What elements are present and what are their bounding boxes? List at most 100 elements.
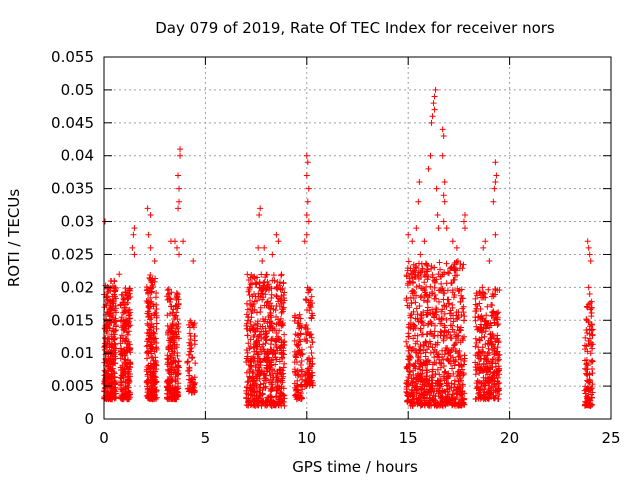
data-point — [147, 368, 154, 375]
data-point — [455, 337, 462, 344]
data-point — [108, 367, 115, 374]
data-point — [405, 231, 412, 238]
data-point — [482, 379, 489, 386]
data-point — [244, 384, 251, 391]
data-point — [439, 306, 446, 313]
data-point — [185, 358, 192, 365]
data-point — [453, 331, 460, 338]
data-point — [296, 336, 303, 343]
data-point — [434, 380, 441, 387]
data-point — [490, 198, 497, 205]
data-point — [438, 393, 445, 400]
data-point — [165, 384, 172, 391]
data-point — [291, 317, 298, 324]
data-point — [586, 376, 593, 383]
data-point — [441, 310, 448, 317]
data-point — [449, 238, 456, 245]
data-point — [264, 365, 271, 372]
data-point — [257, 309, 264, 316]
data-point — [253, 340, 260, 347]
x-tick-label: 15 — [399, 429, 418, 447]
data-point — [440, 363, 447, 370]
data-point — [256, 211, 263, 218]
data-point — [118, 345, 125, 352]
data-point — [428, 119, 435, 126]
data-point — [258, 343, 265, 350]
data-point — [280, 306, 287, 313]
data-point — [486, 258, 493, 265]
data-point — [585, 284, 592, 291]
data-point — [164, 312, 171, 319]
data-point — [111, 287, 118, 294]
data-point — [492, 159, 499, 166]
data-point — [411, 345, 418, 352]
data-point — [104, 289, 111, 296]
data-point — [150, 364, 157, 371]
data-point — [439, 389, 446, 396]
y-tick-label: 0.035 — [51, 180, 94, 198]
data-point — [294, 371, 301, 378]
data-point — [437, 381, 444, 388]
data-point — [417, 356, 424, 363]
data-point — [274, 387, 281, 394]
data-point — [588, 401, 595, 408]
data-point — [112, 379, 119, 386]
data-point — [189, 375, 196, 382]
data-point — [411, 363, 418, 370]
data-point — [439, 152, 446, 159]
data-point — [102, 351, 109, 358]
data-point — [268, 314, 275, 321]
data-point — [268, 381, 275, 388]
data-point — [588, 305, 595, 312]
data-point — [297, 338, 304, 345]
data-point — [308, 315, 315, 322]
data-point — [188, 345, 195, 352]
data-point — [447, 331, 454, 338]
data-point — [291, 337, 298, 344]
data-point — [147, 338, 154, 345]
data-point — [148, 372, 155, 379]
data-point — [277, 296, 284, 303]
y-tick-label: 0.045 — [51, 114, 94, 132]
data-point — [255, 402, 262, 409]
data-point — [125, 393, 132, 400]
data-point — [254, 388, 261, 395]
data-point — [407, 369, 414, 376]
data-point — [293, 359, 300, 366]
data-point — [404, 397, 411, 404]
data-point — [296, 323, 303, 330]
data-point — [120, 371, 127, 378]
data-point — [119, 372, 126, 379]
data-point — [111, 291, 118, 298]
data-point — [445, 373, 452, 380]
data-point — [121, 352, 128, 359]
data-point — [589, 331, 596, 338]
data-point — [176, 185, 183, 192]
data-point — [279, 354, 286, 361]
data-point — [270, 348, 277, 355]
data-point — [588, 327, 595, 334]
data-point — [491, 185, 498, 192]
data-point — [449, 354, 456, 361]
data-point — [175, 301, 182, 308]
data-point — [582, 365, 589, 372]
data-point — [192, 379, 199, 386]
data-point — [105, 335, 112, 342]
data-point — [449, 397, 456, 404]
data-point — [495, 352, 502, 359]
data-point — [180, 238, 187, 245]
data-point — [412, 360, 419, 367]
data-point — [119, 392, 126, 399]
data-point — [103, 293, 110, 300]
axis-ticks — [103, 56, 612, 420]
data-point — [432, 279, 439, 286]
data-point — [416, 374, 423, 381]
data-point — [110, 349, 117, 356]
data-point — [451, 291, 458, 298]
data-point — [265, 281, 272, 288]
data-point — [419, 265, 426, 272]
data-point — [475, 344, 482, 351]
data-point — [412, 384, 419, 391]
data-point — [279, 321, 286, 328]
data-point — [131, 225, 138, 232]
